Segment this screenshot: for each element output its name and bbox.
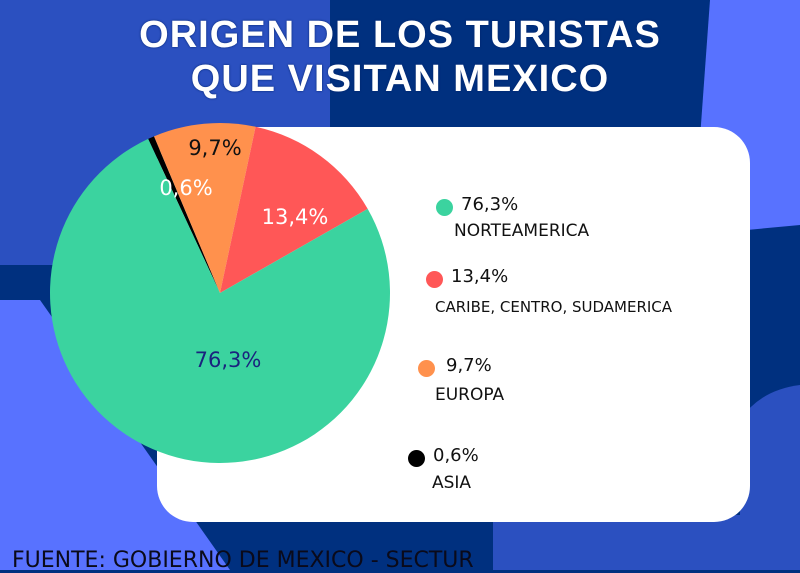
bg-block-bottom-right (493, 515, 800, 570)
legend-pct: 0,6% (433, 445, 479, 466)
legend-name: EUROPA (435, 385, 505, 405)
pie-label-norteamerica: 76,3% (195, 348, 262, 372)
pie-slice-norteamerica (50, 138, 391, 463)
pie-label-asia: 0,6% (159, 176, 212, 200)
legend-dot (408, 450, 425, 467)
legend-name: ASIA (432, 473, 472, 493)
pie-slice-europa (154, 123, 256, 294)
legend-dot (418, 360, 435, 377)
pie-slice-asia (148, 136, 220, 293)
title-line-2: QUE VISITAN MEXICO (190, 58, 610, 100)
source-note: FUENTE: GOBIERNO DE MEXICO - SECTUR (12, 548, 474, 573)
legend-dot (436, 199, 453, 216)
legend-pct: 76,3% (461, 194, 519, 215)
pie-label-caribe: 13,4% (262, 205, 329, 229)
legend-name: CARIBE, CENTRO, SUDAMERICA (435, 298, 673, 316)
legend-name: NORTEAMERICA (454, 221, 590, 241)
legend-dot (426, 271, 443, 288)
legend-pct: 13,4% (451, 266, 509, 287)
title-line-1: ORIGEN DE LOS TURISTAS (139, 14, 661, 56)
legend-pct: 9,7% (446, 355, 492, 376)
pie-label-europa: 9,7% (188, 136, 241, 160)
pie-slice-caribe (220, 126, 368, 293)
